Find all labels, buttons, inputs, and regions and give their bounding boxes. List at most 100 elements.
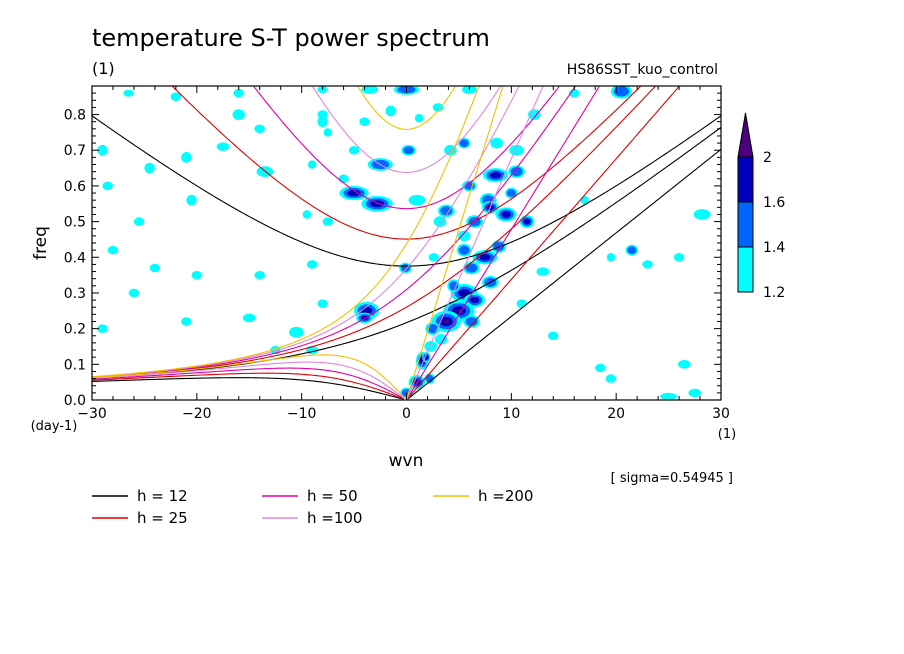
colorbar-segment-1: [737, 201, 754, 248]
curve-rossby-h100: [92, 361, 405, 399]
contour-blob-32-level-1: [338, 174, 349, 184]
curve-ig-h50: [252, 86, 561, 210]
contour-blob-95-level-1: [678, 360, 691, 369]
curve-rossby-h50: [92, 367, 405, 400]
y-axis-unit: (day-1): [31, 419, 78, 434]
contour-blob-47-level-3: [523, 218, 531, 225]
contour-blob-54-level-2: [493, 241, 505, 252]
chart-title: temperature S-T power spectrum: [92, 24, 490, 52]
contour-blob-51-level-1: [457, 230, 471, 242]
curve-ig-h200: [356, 86, 457, 130]
curve-mrg-h12: [92, 126, 721, 379]
colorbar-overflow-triangle: [737, 112, 754, 158]
y-axis-ticks: 0.0 0.1 0.2 0.3 0.4 0.5 0.6 0.7 0.8: [64, 85, 721, 409]
colorbar-label-1: 1.4: [763, 240, 785, 256]
y-tick-label-0.4: 0.4: [64, 250, 86, 266]
contour-blob-18-level-1: [216, 142, 230, 151]
contour-blob-75-level-2: [465, 316, 478, 327]
contour-blob-67-level-1: [673, 252, 685, 262]
contour-blob-9-level-1: [317, 116, 328, 128]
contour-blob-71-level-2: [449, 281, 459, 291]
legend-label-h200: h =200: [478, 487, 533, 505]
contour-blob-40-level-2: [510, 167, 523, 177]
contour-blob-13-level-1: [317, 110, 328, 119]
curve-mrg-h25: [92, 86, 657, 379]
y-tick-label-0.2: 0.2: [64, 322, 86, 338]
x-tick-label-0: 0: [402, 406, 411, 422]
contour-blob-14-level-1: [385, 105, 397, 117]
contour-blob-29-level-1: [144, 162, 155, 174]
x-axis-unit: (1): [718, 427, 736, 442]
x-axis-ticks: −30 −20 −10 0 10 20 30: [77, 86, 730, 422]
contour-blob-25-level-1: [490, 137, 503, 149]
contour-blob-12-level-1: [254, 124, 265, 134]
contour-blob-34-level-3: [370, 200, 385, 208]
colorbar: 1.2 1.4 1.6 2: [737, 112, 785, 301]
legend-label-h50: h = 50: [307, 487, 358, 505]
curve-kelvin-h100: [405, 86, 544, 400]
contour-blob-48-level-1: [133, 217, 145, 226]
dispersion-curve-layer: [92, 86, 721, 400]
contour-blob-102-level-2: [506, 189, 516, 197]
contour-blob-16-level-1: [432, 103, 444, 112]
contour-blob-74-level-4: [443, 319, 449, 324]
contour-blob-76-level-2: [427, 324, 438, 334]
contour-blob-11-level-1: [232, 109, 246, 120]
contour-blob-85-level-1: [128, 288, 140, 298]
contour-blob-17-level-1: [359, 117, 370, 126]
contour-blob-82-level-1: [242, 313, 256, 323]
contour-blob-94-level-1: [595, 363, 606, 373]
contour-blob-26-level-1: [509, 144, 524, 156]
y-tick-label-0.6: 0.6: [64, 179, 86, 195]
x-tick-label-10: 10: [502, 406, 520, 422]
contour-blob-96-level-1: [688, 388, 702, 398]
contour-blob-62-level-1: [306, 260, 318, 269]
contour-blob-59-level-1: [191, 270, 203, 280]
contour-blob-42-level-3: [501, 211, 511, 218]
x-tick-label--20: −20: [182, 406, 212, 422]
curve-rossby-h200: [92, 354, 405, 398]
contour-blob-45-level-2: [440, 206, 453, 216]
contour-blob-35-level-1: [408, 194, 426, 206]
legend-label-h100: h =100: [307, 509, 362, 527]
contour-blob-53-level-3: [479, 254, 491, 261]
contour-blob-33-level-3: [347, 189, 361, 197]
contour-blob-90-level-4: [425, 356, 428, 359]
legend-label-h12: h = 12: [137, 487, 188, 505]
contour-blob-24-level-2: [459, 139, 469, 147]
x-tick-label-30: 30: [712, 406, 730, 422]
colorbar-label-2: 1.6: [763, 195, 785, 211]
contour-blob-101-level-1: [516, 299, 528, 308]
contour-blob-66-level-1: [642, 260, 653, 269]
x-tick-label-20: 20: [607, 406, 625, 422]
curve-kelvin-h25: [406, 86, 681, 400]
contour-blob-49-level-1: [302, 210, 312, 219]
subtitle-left: (1): [92, 59, 115, 78]
contour-blob-98-level-1: [605, 374, 617, 383]
contour-blob-78-level-1: [434, 333, 448, 345]
contour-blob-86-level-1: [97, 324, 108, 333]
contour-blob-83-level-1: [181, 317, 192, 326]
colorbar-segment-0: [737, 246, 754, 293]
contour-blob-77-level-1: [424, 341, 437, 352]
contour-blob-56-level-2: [400, 264, 410, 272]
contour-blob-23-level-2: [403, 146, 414, 155]
contour-blob-81-level-1: [289, 326, 304, 338]
contour-blob-31-level-1: [307, 160, 317, 169]
contour-blob-97-level-1: [660, 392, 677, 400]
contour-blob-68-level-1: [693, 209, 711, 220]
contour-blob-57-level-1: [428, 252, 439, 262]
curve-ig-h12: [92, 115, 721, 267]
y-tick-label-0.5: 0.5: [64, 215, 86, 231]
contour-blob-5-level-1: [170, 92, 182, 101]
curve-rossby-h25: [92, 372, 405, 400]
curve-mrg-h100: [92, 86, 520, 378]
contour-blob-37-level-1: [102, 181, 113, 191]
colorbar-segment-2: [737, 156, 754, 203]
contour-blob-64-level-2: [627, 246, 637, 254]
contour-blob-52-level-2: [458, 245, 470, 255]
contour-blob-19-level-1: [97, 144, 108, 156]
curve-kelvin-h200: [405, 86, 504, 400]
curve-ig-h100: [311, 86, 502, 173]
